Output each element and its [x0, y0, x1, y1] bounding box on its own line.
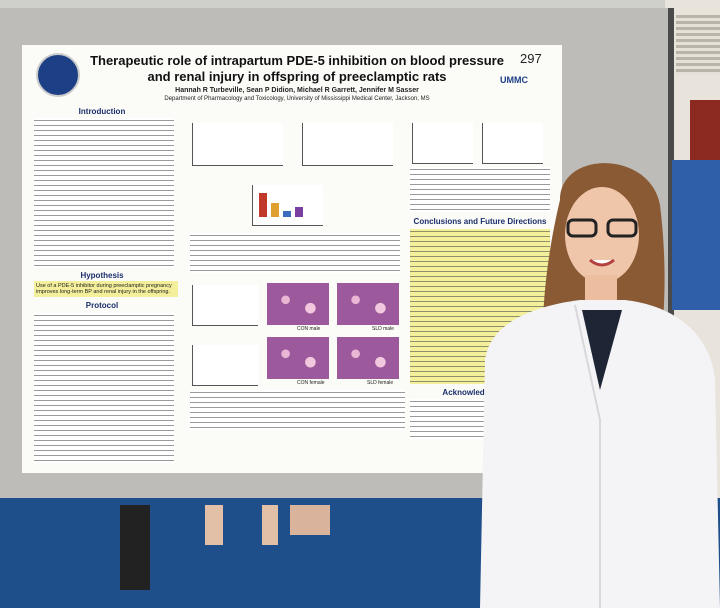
glasses	[606, 218, 638, 238]
figure-bar	[295, 207, 303, 217]
legs	[120, 505, 150, 590]
side-poster	[672, 160, 720, 310]
histology-image	[267, 283, 329, 325]
face	[565, 187, 639, 283]
vent	[676, 15, 720, 75]
histology-image	[267, 337, 329, 379]
caption-text	[190, 390, 405, 430]
figure-bar	[283, 211, 291, 217]
figure-plot	[192, 123, 283, 166]
affiliation: Department of Pharmacology and Toxicolog…	[164, 96, 430, 102]
hypothesis-text: Use of a PDE-5 inhibitor during preeclam…	[34, 281, 178, 297]
caption-text	[190, 233, 400, 273]
shirt	[582, 310, 622, 390]
figure-label: CON male	[297, 326, 321, 332]
legs	[262, 505, 278, 545]
caption-text	[410, 167, 550, 212]
section-heading: Conclusions and Future Directions	[413, 217, 547, 226]
logo-seal	[36, 53, 80, 97]
figure-plot	[302, 123, 393, 166]
figure-plot	[482, 123, 543, 164]
figure-label: CON female	[297, 380, 325, 386]
door	[690, 100, 720, 170]
figure-plot	[412, 123, 473, 164]
poster-number: 297	[520, 51, 542, 66]
figure-plot	[192, 285, 258, 326]
poster-title: Therapeutic role of intrapartum PDE-5 in…	[90, 53, 504, 84]
figure-bar	[271, 203, 279, 217]
mouth	[589, 258, 615, 267]
figure-bar	[259, 193, 267, 217]
glasses	[566, 218, 598, 238]
coat-seam	[574, 304, 601, 608]
histology-image	[337, 337, 399, 379]
figure-label: SLD male	[372, 326, 394, 332]
legs	[290, 505, 330, 535]
histology-image	[337, 283, 399, 325]
legs	[205, 505, 223, 545]
body-text	[34, 313, 174, 463]
figure-label: SLD female	[367, 380, 394, 386]
body-text	[34, 118, 174, 268]
figure-plot	[192, 345, 258, 386]
poster: 297 Therapeutic role of intrapartum PDE-…	[22, 45, 562, 473]
figure-plot	[252, 185, 323, 226]
section-heading: Introduction	[78, 107, 126, 116]
section-heading: Hypothesis	[80, 271, 124, 280]
authors: Hannah R Turbeville, Sean P Didion, Mich…	[175, 87, 419, 94]
logo-text: UMMC	[500, 75, 528, 85]
section-heading: Acknowledgements	[442, 388, 518, 397]
section-heading: Protocol	[85, 301, 119, 310]
